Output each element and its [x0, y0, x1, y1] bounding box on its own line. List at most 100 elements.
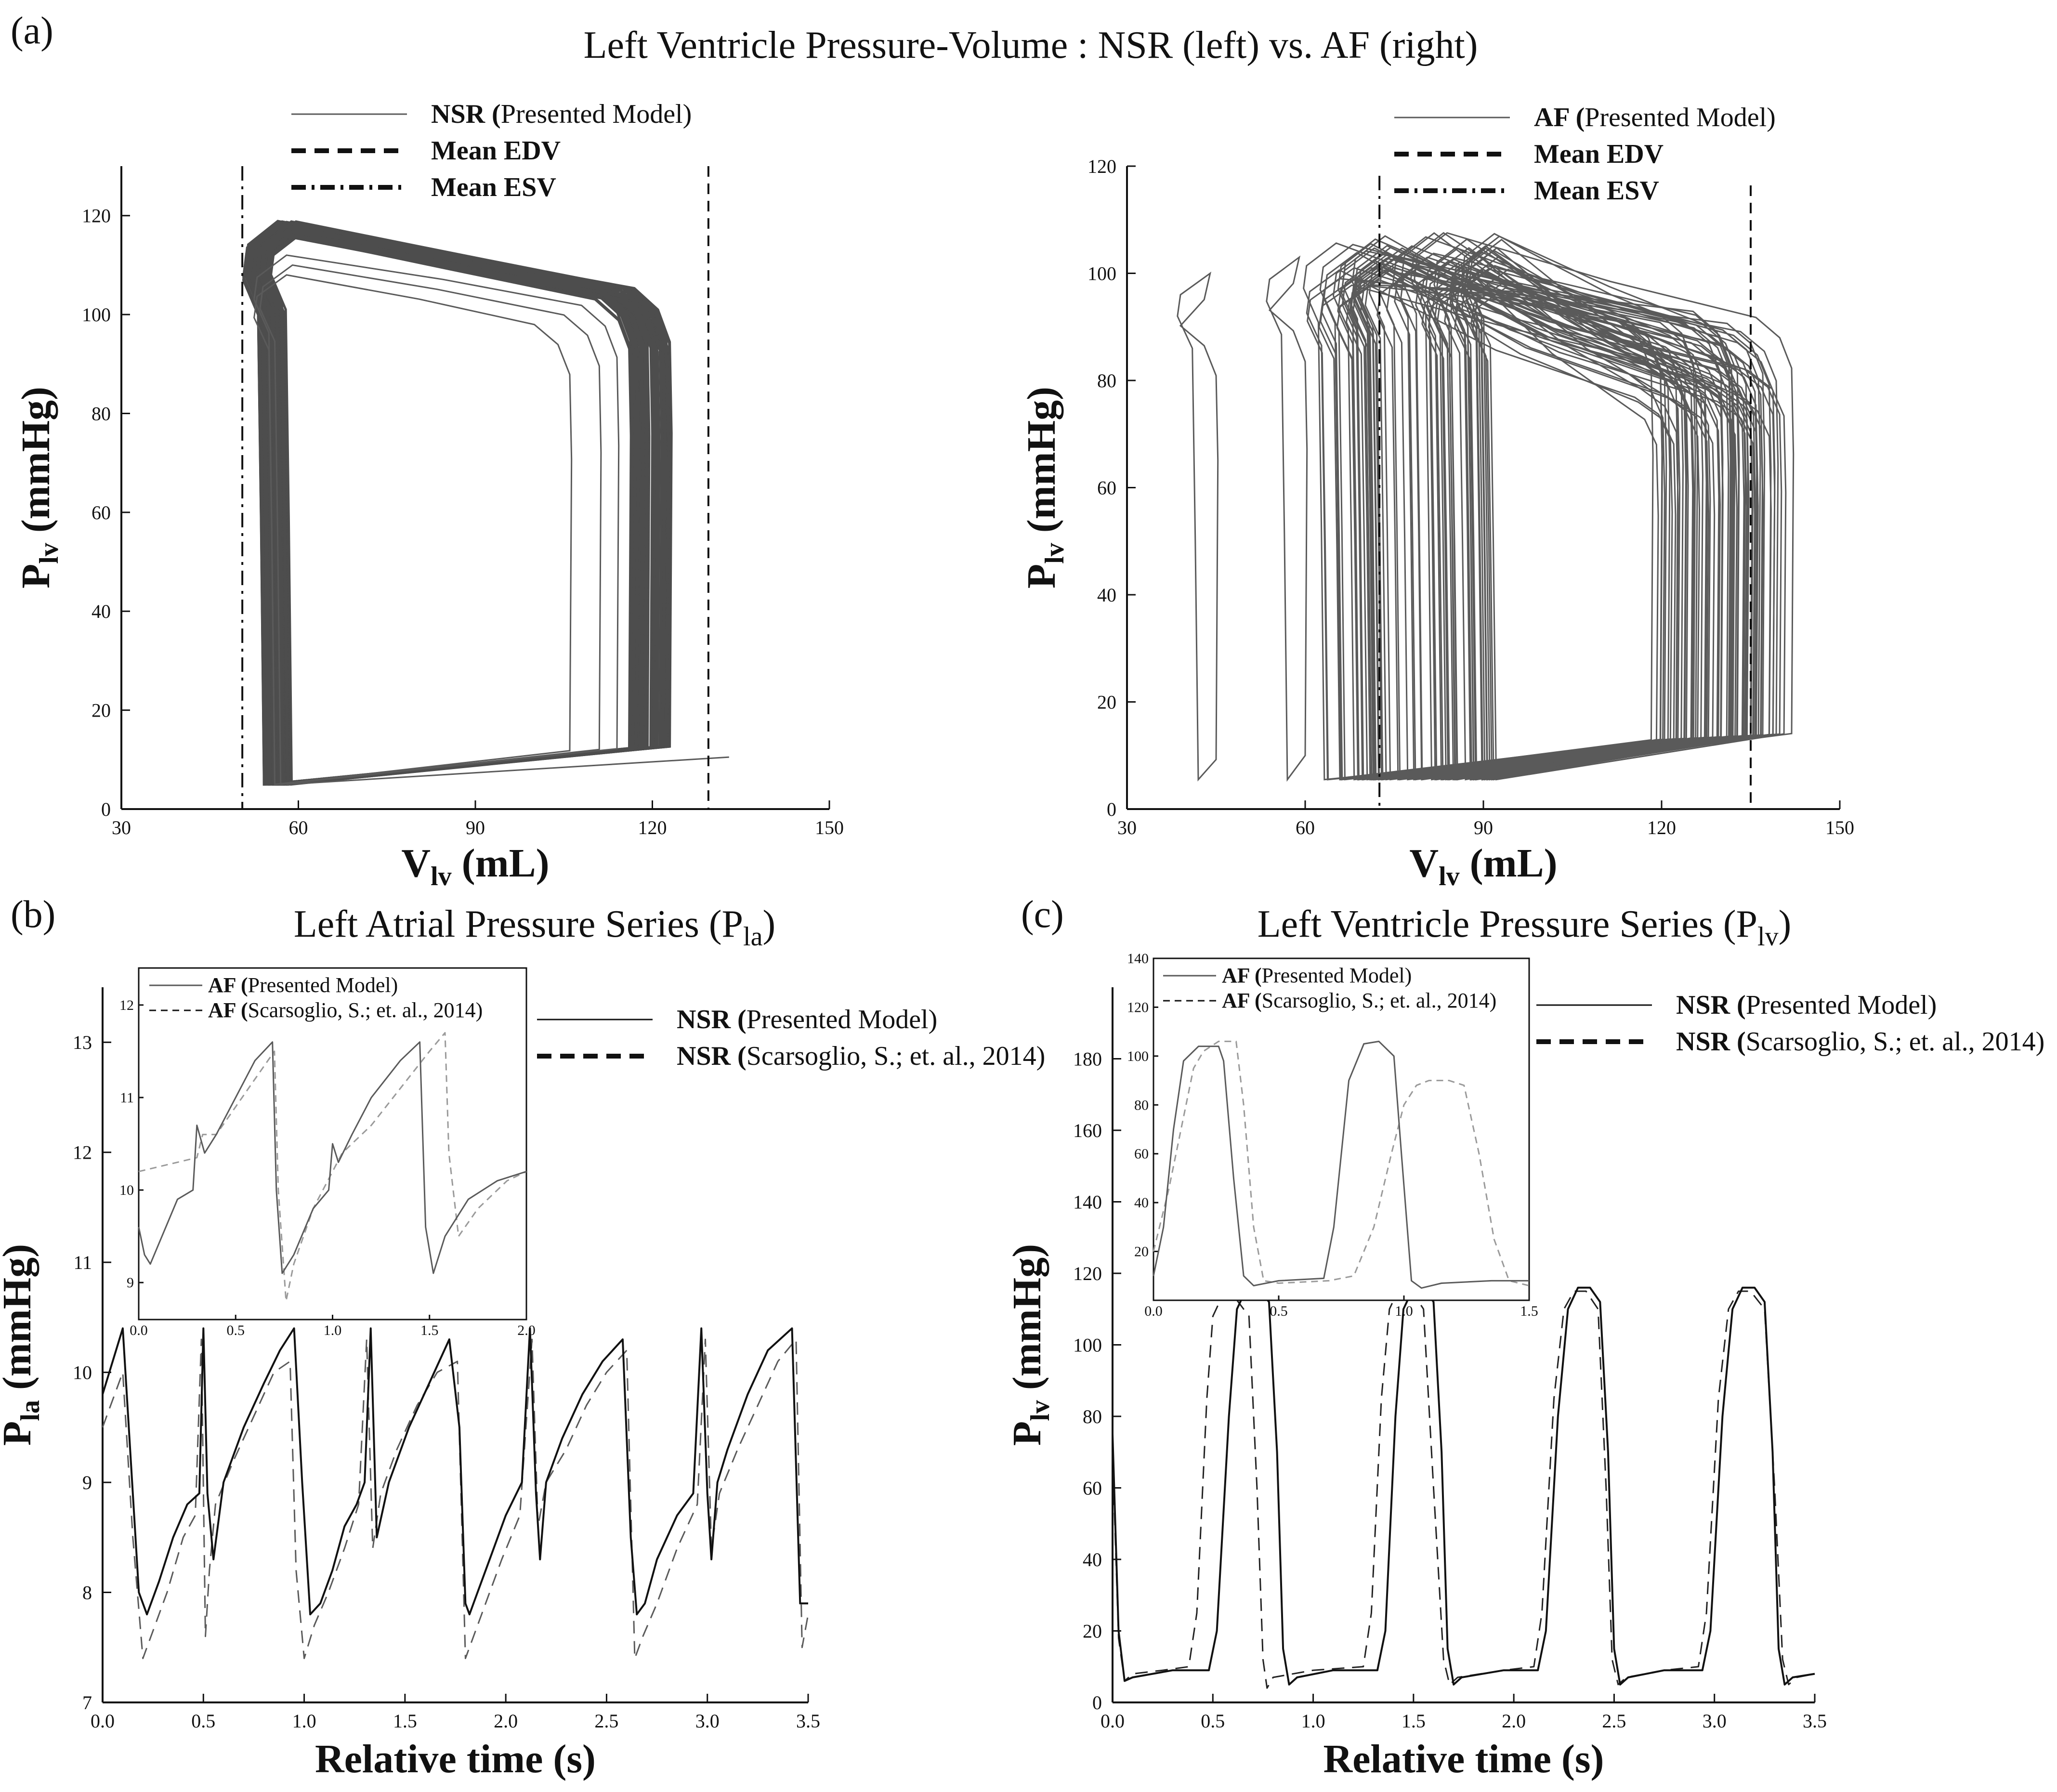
legend-entry-rest: Presented Model): [1585, 103, 1776, 132]
y-tick-label: 20: [1097, 692, 1116, 713]
legend-entry: NSR (Presented Model): [431, 99, 692, 129]
panel-b-label: (b): [11, 893, 55, 936]
legend-entry-bold: NSR (: [677, 1005, 747, 1034]
legend-entry-bold: NSR (: [431, 99, 501, 129]
y-tick-label: 20: [1134, 1244, 1149, 1260]
x-tick-label: 2.0: [1502, 1710, 1526, 1732]
y-tick-label: 9: [82, 1472, 92, 1493]
y-axis-label-main: P: [13, 564, 58, 589]
legend-entry-rest: Presented Model): [747, 1005, 938, 1034]
pv-nsr-plot: 30 60 90 120 150 0 20 40 60 80 100 120 Vlv (mL) Plv (…: [13, 99, 844, 891]
x-tick-label: 0.5: [1201, 1710, 1225, 1732]
y-tick-label: 0: [1092, 1692, 1102, 1714]
x-tick-label: 3.0: [1703, 1710, 1727, 1732]
pv-loop: [1318, 284, 1689, 781]
x-tick-label: 0.5: [227, 1322, 245, 1338]
legend-entry-bold: AF (: [1222, 989, 1262, 1012]
x-axis-label: Relative time (s): [1323, 1737, 1604, 1781]
y-tick-label: 11: [73, 1252, 92, 1273]
legend-entry-bold: Mean EDV: [1534, 139, 1664, 169]
y-tick-label: 100: [1087, 263, 1116, 285]
pv-loop: [1472, 287, 1759, 781]
x-tick-label: 3.5: [1803, 1710, 1827, 1732]
legend-entry-rest: Scarsoglio, S.; et. al., 2014): [1746, 1027, 2045, 1057]
y-tick-label: 12: [73, 1142, 92, 1164]
pv-loop: [1349, 262, 1776, 781]
pv-loop: [1353, 245, 1745, 781]
y-axis-label: Plv (mmHg): [1019, 387, 1070, 589]
series-line-reference: [1112, 1287, 1815, 1689]
pv-loop: [1414, 232, 1795, 781]
y-tick-label: 7: [82, 1692, 92, 1714]
x-tick-label: 60: [1296, 817, 1315, 838]
legend-entry: Mean ESV: [1534, 176, 1659, 206]
pv-loop: [1357, 247, 1753, 781]
y-tick-label: 180: [1073, 1048, 1102, 1070]
pv-loop: [1361, 257, 1711, 781]
x-axis-label: Vlv (mL): [1409, 841, 1557, 891]
x-tick-label: 2.5: [594, 1710, 618, 1732]
x-tick-label: 2.0: [494, 1710, 518, 1732]
legend-entry: NSR (Scarsoglio, S.; et. al., 2014): [677, 1041, 1045, 1071]
legend-entry-rest: Presented Model): [501, 99, 692, 129]
inset-series-model: [138, 1041, 527, 1274]
legend-entry: Mean ESV: [431, 172, 556, 202]
panel-a-label: (a): [11, 10, 53, 52]
y-tick-label: 8: [82, 1582, 92, 1604]
y-axis-label-unit: (mmHg): [0, 1244, 39, 1400]
x-tick-label: 120: [1647, 817, 1676, 838]
y-tick-label: 0: [1107, 798, 1116, 820]
x-tick-label: 1.5: [1520, 1303, 1538, 1319]
y-axis-label: Pla (mmHg): [0, 1244, 45, 1446]
y-tick-label: 40: [1134, 1195, 1149, 1211]
x-tick-label: 1.0: [1301, 1710, 1325, 1732]
legend-entry-bold: AF (: [1534, 103, 1585, 132]
y-axis-label-unit: (mmHg): [13, 387, 58, 543]
y-axis-label-sub: lv: [1040, 543, 1070, 564]
legend-entry: NSR (Presented Model): [677, 1005, 937, 1034]
y-tick-label: 9: [127, 1275, 134, 1291]
pv-loop: [1306, 269, 1673, 781]
y-tick-label: 60: [1097, 477, 1116, 499]
y-tick-label: 100: [82, 304, 111, 326]
legend-entry: Mean EDV: [431, 136, 561, 166]
panel-b-title-main: Left Atrial Pressure Series (P: [294, 903, 743, 945]
pv-loop: [1450, 269, 1750, 781]
y-axis-label-main: P: [0, 1421, 39, 1446]
pv-loop: [1394, 256, 1736, 781]
x-axis-label-main: V: [1409, 841, 1439, 886]
x-tick-label: 3.0: [695, 1710, 720, 1732]
y-tick-label: 60: [1134, 1146, 1149, 1162]
y-tick-label: 80: [1083, 1406, 1102, 1427]
x-tick-label: 90: [466, 817, 485, 838]
y-axis-label-unit: (mmHg): [1005, 1244, 1049, 1400]
legend-entry-rest: Scarsoglio, S.; et. al., 2014): [248, 998, 483, 1022]
y-tick-label: 10: [73, 1362, 92, 1384]
pv-af-plot: 30 60 90 120 150 0 20 40 60 80 100 120 Vlv (mL) Plv (…: [1019, 103, 1854, 891]
pv-loop: [1419, 258, 1688, 781]
legend-entry-bold: AF (: [208, 973, 248, 997]
legend-entry-rest: Presented Model): [1262, 964, 1412, 987]
panel-c-title: Left Ventricle Pressure Series (Plv): [1258, 903, 1791, 952]
x-axis-label-unit: (mL): [1460, 841, 1558, 886]
x-tick-label: 30: [112, 817, 131, 838]
y-tick-label: 80: [1097, 370, 1116, 392]
legend-entry: AF (Scarsoglio, S.; et. al., 2014): [208, 998, 483, 1022]
legend-entry: NSR (Scarsoglio, S.; et. al., 2014): [1676, 1027, 2044, 1057]
x-tick-label: 1.0: [292, 1710, 316, 1732]
x-tick-label: 1.5: [393, 1710, 417, 1732]
y-tick-label: 160: [1073, 1120, 1102, 1141]
legend-entry-bold: AF (: [208, 998, 248, 1022]
y-axis-label-main: P: [1019, 564, 1064, 589]
y-axis-label: Plv (mmHg): [13, 387, 64, 589]
panel-c-label: (c): [1021, 893, 1064, 936]
y-tick-label: 100: [1127, 1048, 1149, 1064]
series-line-model: [102, 1327, 808, 1616]
x-tick-label: 1.0: [324, 1322, 342, 1338]
x-tick-label: 120: [638, 817, 667, 838]
pv-loop: [1433, 238, 1764, 781]
pv-loop: [1341, 247, 1720, 781]
pv-loop: [1468, 238, 1671, 781]
x-tick-label: 0.0: [130, 1322, 148, 1338]
